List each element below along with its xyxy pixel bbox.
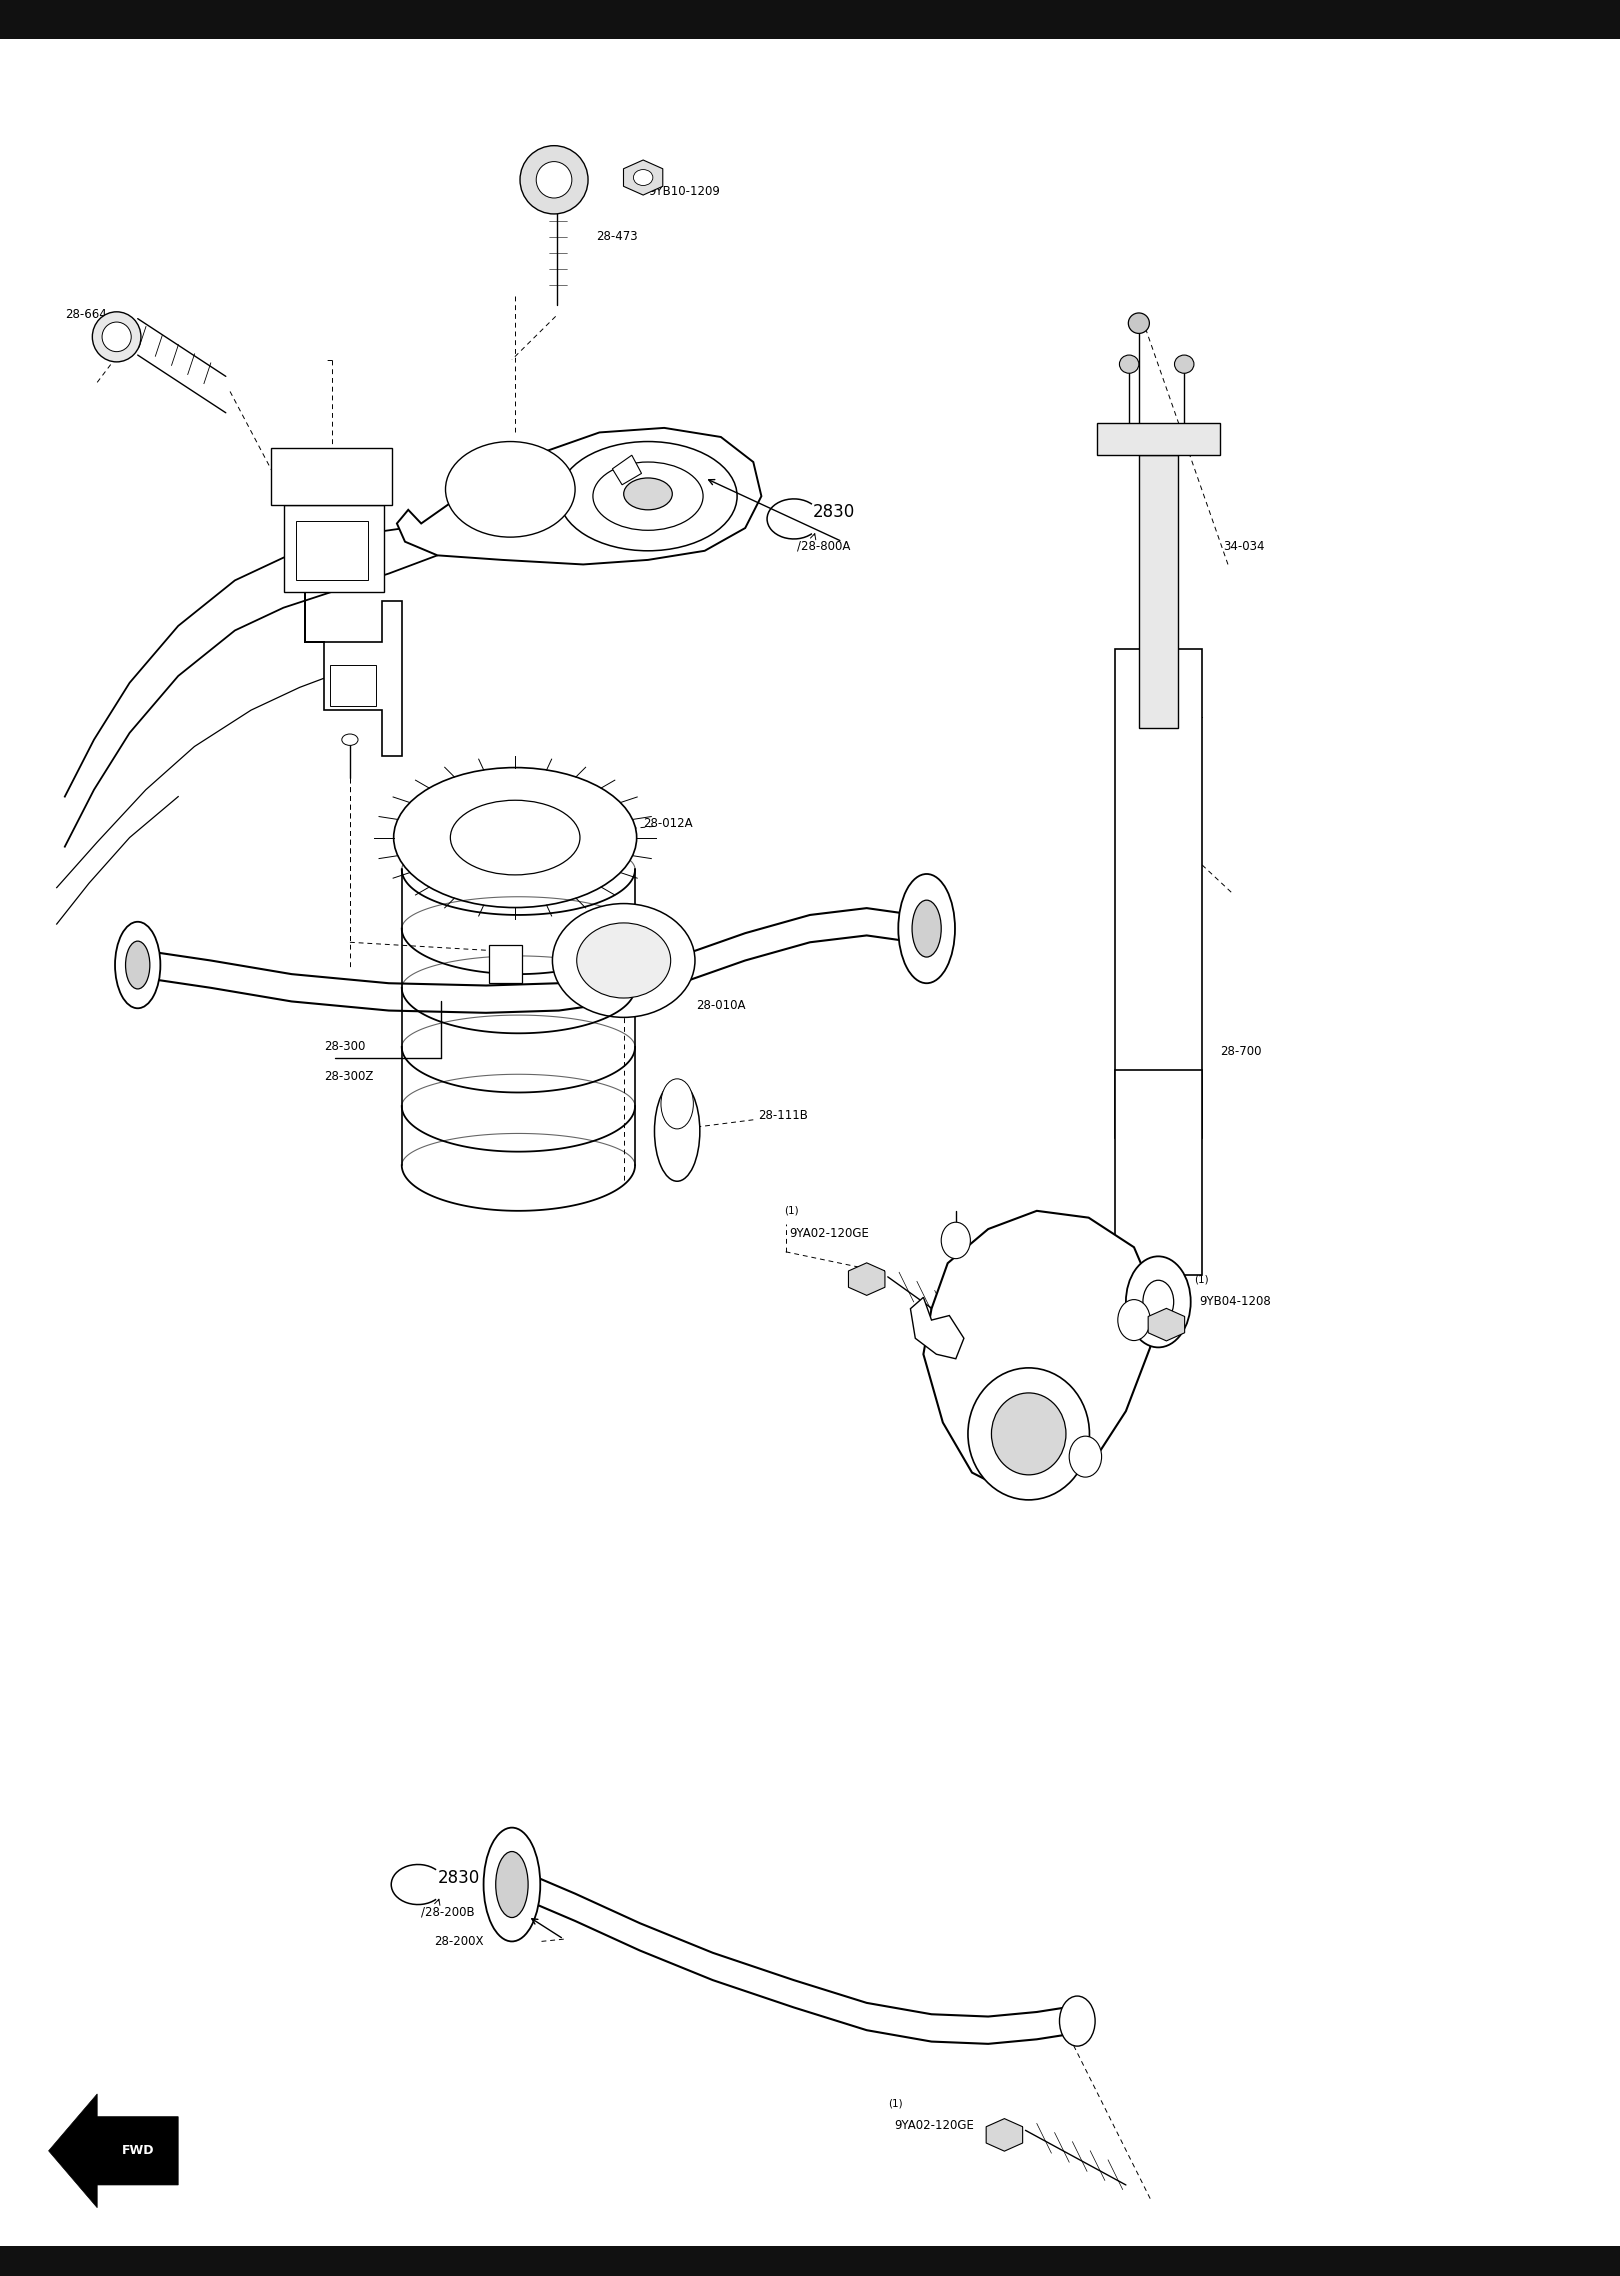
Polygon shape (849, 1263, 885, 1295)
Polygon shape (489, 945, 522, 983)
Ellipse shape (1174, 355, 1194, 373)
Text: 9YA02-120GE: 9YA02-120GE (789, 1227, 868, 1240)
Ellipse shape (1118, 1300, 1150, 1341)
Ellipse shape (496, 1853, 528, 1916)
Ellipse shape (1128, 312, 1149, 332)
Ellipse shape (1126, 1256, 1191, 1347)
Ellipse shape (446, 442, 575, 537)
Ellipse shape (991, 1393, 1066, 1475)
Ellipse shape (342, 733, 358, 747)
Ellipse shape (92, 312, 141, 362)
Ellipse shape (450, 801, 580, 874)
Ellipse shape (520, 146, 588, 214)
Text: 2830: 2830 (437, 1869, 480, 1887)
Bar (1139, 455, 1178, 728)
Ellipse shape (552, 904, 695, 1017)
Bar (1115, 649, 1202, 1138)
Ellipse shape (102, 321, 131, 353)
Polygon shape (397, 428, 761, 564)
Text: 2830: 2830 (813, 503, 855, 521)
Ellipse shape (1119, 355, 1139, 373)
Text: 28-111B: 28-111B (758, 1108, 808, 1122)
Ellipse shape (536, 162, 572, 198)
Bar (271, 448, 392, 505)
Text: 28-300: 28-300 (324, 1040, 366, 1054)
Ellipse shape (1069, 1436, 1102, 1477)
Polygon shape (987, 2119, 1022, 2151)
Polygon shape (305, 592, 402, 756)
Text: (1): (1) (640, 168, 654, 178)
Polygon shape (612, 455, 642, 485)
Ellipse shape (593, 462, 703, 530)
Ellipse shape (912, 901, 941, 958)
Bar (330, 665, 376, 706)
Ellipse shape (661, 1079, 693, 1129)
Text: /28-800A: /28-800A (797, 539, 850, 553)
Ellipse shape (969, 1368, 1089, 1500)
Ellipse shape (897, 874, 954, 983)
Ellipse shape (633, 171, 653, 184)
Text: 34-034: 34-034 (1223, 539, 1265, 553)
Polygon shape (49, 2094, 178, 2208)
Text: (1): (1) (784, 1206, 799, 1215)
Ellipse shape (941, 1222, 970, 1259)
Text: 28-473: 28-473 (596, 230, 638, 244)
Ellipse shape (577, 924, 671, 999)
Text: FWD: FWD (122, 2144, 154, 2158)
Ellipse shape (1142, 1279, 1173, 1325)
Bar (1115, 1070, 1202, 1275)
Ellipse shape (624, 478, 672, 510)
Ellipse shape (126, 942, 151, 988)
Ellipse shape (654, 1081, 700, 1181)
Polygon shape (1149, 1309, 1184, 1341)
Text: /28-200B: /28-200B (421, 1905, 475, 1919)
Bar (296, 521, 368, 580)
Bar (1097, 423, 1220, 455)
Text: 28-664: 28-664 (65, 307, 107, 321)
Text: 9YA02-120GE: 9YA02-120GE (894, 2119, 974, 2133)
Polygon shape (910, 1297, 964, 1359)
Ellipse shape (483, 1828, 539, 1941)
Text: 28-200X: 28-200X (434, 1935, 484, 1948)
Text: 28-010A: 28-010A (697, 999, 747, 1013)
Text: (1): (1) (888, 2098, 902, 2108)
Polygon shape (923, 1211, 1153, 1491)
Ellipse shape (1059, 1996, 1095, 2046)
Bar (284, 505, 384, 592)
Text: 28-012A: 28-012A (643, 817, 693, 831)
Bar (0, 2246, 1620, 2276)
Ellipse shape (115, 922, 160, 1008)
Text: 28-700: 28-700 (1220, 1045, 1262, 1058)
Ellipse shape (394, 767, 637, 908)
Text: 28-300Z: 28-300Z (324, 1070, 373, 1083)
Text: (1): (1) (1194, 1275, 1209, 1284)
Ellipse shape (559, 442, 737, 551)
Polygon shape (624, 159, 663, 196)
Text: 9YB04-1208: 9YB04-1208 (1199, 1295, 1270, 1309)
Bar (0, 0, 1620, 39)
Text: 9YB10-1209: 9YB10-1209 (648, 184, 719, 198)
